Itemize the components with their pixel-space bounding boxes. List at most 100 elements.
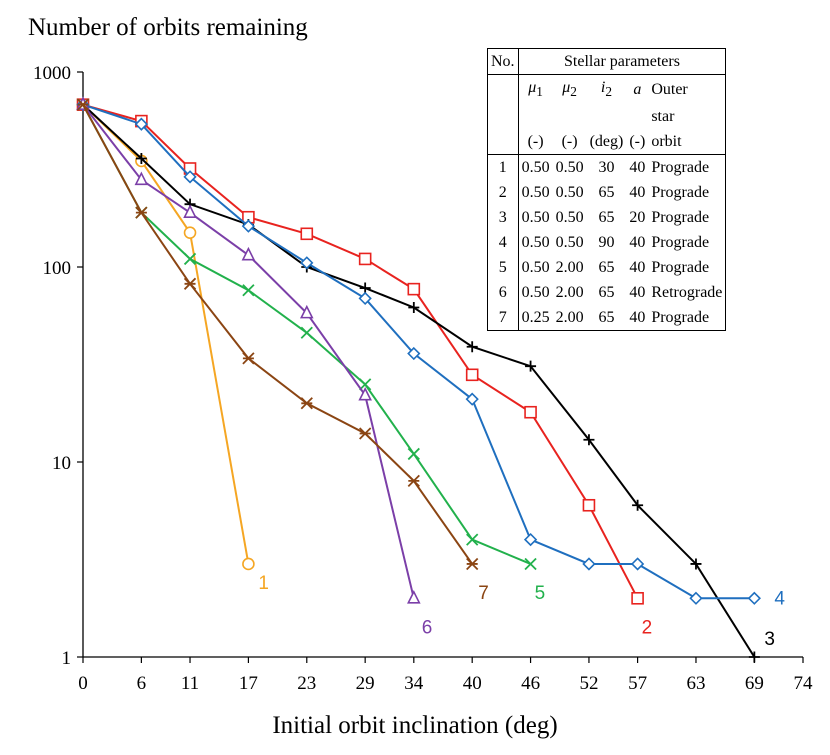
col-outer-orbit: orbit <box>648 129 726 156</box>
data-point-series-5 <box>359 378 372 391</box>
data-point-series-6 <box>183 204 197 218</box>
data-point-series-4 <box>689 591 703 605</box>
cell-mu2: 0.50 <box>555 234 584 252</box>
data-point-series-5 <box>300 326 313 339</box>
cell-orbit: Prograde <box>651 309 710 327</box>
table-row: 6 0.50 2.00 65 40 Retrograde <box>487 280 726 306</box>
col-a: a <box>633 81 642 99</box>
x-tick-label: 63 <box>686 673 705 694</box>
data-point-series-3 <box>359 282 371 294</box>
cell-i2: 90 <box>598 234 615 252</box>
x-tick-label: 0 <box>78 673 88 694</box>
cell-mu1: 0.50 <box>521 259 550 277</box>
stellar-parameters-table: No. Stellar parameters μ1 μ2 i2 a Outer … <box>487 48 727 332</box>
x-tick-label: 23 <box>297 673 316 694</box>
data-point-series-2 <box>358 252 372 266</box>
cell-no: 1 <box>487 154 519 181</box>
series-end-label: 1 <box>258 573 269 594</box>
data-point-series-6 <box>299 304 314 319</box>
data-point-series-4 <box>407 346 421 361</box>
data-point-series-1 <box>183 226 197 239</box>
unit-a: (-) <box>626 129 649 156</box>
x-tick-label: 17 <box>239 673 258 694</box>
data-point-series-7 <box>359 427 372 440</box>
y-axis-label: Number of orbits remaining <box>28 14 308 41</box>
col-outer-star: star <box>651 108 675 126</box>
header-stellar-parameters: Stellar parameters <box>518 48 726 75</box>
table-row: 2 0.50 0.50 65 40 Prograde <box>487 180 726 206</box>
x-tick-label: 52 <box>579 673 598 694</box>
cell-orbit: Prograde <box>651 259 710 277</box>
data-point-series-5 <box>407 447 420 461</box>
cell-mu1: 0.50 <box>521 209 550 227</box>
x-tick-label: 57 <box>628 673 647 694</box>
unit-i2: (deg) <box>586 129 627 156</box>
cell-orbit: Retrograde <box>651 284 723 302</box>
data-point-series-5 <box>183 252 197 266</box>
x-tick-label: 69 <box>745 673 764 694</box>
table-row: 7 0.25 2.00 65 40 Prograde <box>487 305 726 331</box>
cell-mu1: 0.50 <box>521 234 550 252</box>
cell-no: 2 <box>487 180 519 206</box>
y-tick-label: 100 <box>43 258 72 279</box>
x-tick-label: 40 <box>463 673 482 694</box>
cell-a: 40 <box>629 309 646 327</box>
data-point-series-4 <box>358 291 372 306</box>
data-point-series-3 <box>632 499 644 511</box>
data-point-series-4 <box>630 557 645 571</box>
data-point-series-5 <box>466 533 479 546</box>
table-row: 1 0.50 0.50 30 40 Prograde <box>487 154 726 181</box>
data-point-series-4 <box>134 117 149 131</box>
data-point-series-7 <box>407 474 420 488</box>
series-line-7 <box>82 104 474 565</box>
cell-a: 20 <box>629 209 646 227</box>
y-tick-label: 1000 <box>33 63 71 84</box>
cell-mu1: 0.50 <box>521 184 550 202</box>
series-end-label: 2 <box>642 617 653 638</box>
data-point-series-3 <box>525 360 537 372</box>
cell-a: 40 <box>629 159 646 177</box>
cell-orbit: Prograde <box>651 159 710 177</box>
data-point-series-4 <box>523 532 538 547</box>
data-point-series-2 <box>524 405 537 419</box>
cell-orbit: Prograde <box>651 234 710 252</box>
cell-orbit: Prograde <box>651 209 710 227</box>
col-i2: i2 <box>600 79 612 100</box>
cell-i2: 30 <box>598 159 615 177</box>
data-point-series-4 <box>183 170 197 184</box>
series-line-1 <box>82 103 250 565</box>
x-tick-label: 11 <box>181 673 199 694</box>
cell-i2: 65 <box>598 184 615 202</box>
data-point-series-5 <box>242 284 255 297</box>
data-point-series-2 <box>407 282 421 296</box>
cell-no: 4 <box>487 230 519 256</box>
cell-i2: 65 <box>598 309 615 327</box>
series-end-label: 3 <box>764 629 775 650</box>
data-point-series-2 <box>300 227 314 241</box>
data-point-series-4 <box>465 392 479 406</box>
cell-no: 3 <box>487 205 519 231</box>
cell-mu2: 2.00 <box>555 259 584 277</box>
x-axis-label: Initial orbit inclination (deg) <box>272 712 558 739</box>
series-end-label: 5 <box>535 583 546 604</box>
cell-mu2: 0.50 <box>555 159 584 177</box>
series-line-6 <box>82 104 415 599</box>
data-point-series-6 <box>407 590 421 604</box>
cell-mu1: 0.50 <box>521 159 550 177</box>
x-tick-label: 29 <box>356 673 375 694</box>
table-subheader-row: μ1 μ2 i2 a Outer <box>487 74 726 105</box>
data-point-series-6 <box>134 171 149 186</box>
data-point-series-5 <box>524 557 537 571</box>
table-header-row: No. Stellar parameters <box>487 48 726 75</box>
cell-i2: 65 <box>598 284 615 302</box>
data-point-series-7 <box>135 206 148 219</box>
x-tick-label: 46 <box>521 673 540 694</box>
series-end-label: 7 <box>478 583 489 604</box>
table-row: 5 0.50 2.00 65 40 Prograde <box>487 255 726 281</box>
data-point-series-2 <box>465 368 479 382</box>
cell-no: 7 <box>487 305 519 331</box>
data-point-series-3 <box>135 153 147 165</box>
data-point-series-3 <box>748 651 760 663</box>
col-mu2: μ2 <box>562 79 577 100</box>
